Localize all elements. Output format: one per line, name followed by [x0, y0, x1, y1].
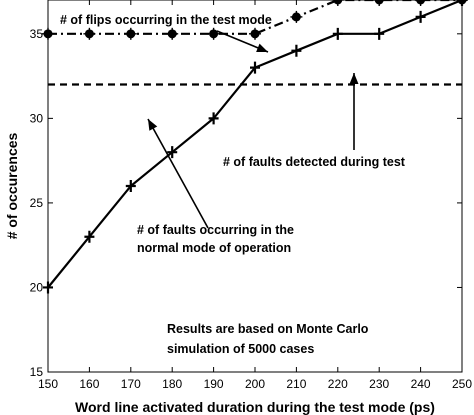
annotation-note-line2: simulation of 5000 cases — [167, 342, 314, 356]
data-point-plus — [250, 61, 260, 74]
annotation-arrows — [147, 30, 359, 229]
data-point-plus — [43, 281, 53, 294]
data-point-plus — [374, 27, 385, 40]
plot-frame — [47, 0, 463, 373]
x-tick-label: 150 — [38, 377, 58, 391]
x-tick-label: 190 — [204, 377, 224, 391]
x-tick-label: 170 — [121, 377, 141, 391]
x-tick-label: 210 — [286, 377, 306, 391]
annotation-faults-normal-line2: normal mode of operation — [137, 241, 291, 255]
x-tick-label: 230 — [369, 377, 389, 391]
x-tick-label: 160 — [79, 377, 99, 391]
x-axis-title: Word line activated duration during the … — [75, 399, 435, 415]
y-axis-ticks: 15 20 25 30 35 — [30, 27, 462, 379]
y-axis-title: # of occurences — [4, 132, 20, 239]
data-point-plus — [208, 112, 219, 125]
annotation-note-line1: Results are based on Monte Carlo — [167, 322, 369, 336]
data-point-plus — [84, 230, 95, 243]
y-tick-label: 30 — [30, 111, 44, 125]
y-tick-label: 35 — [30, 27, 44, 41]
series-markers — [42, 0, 468, 294]
x-tick-label: 200 — [245, 377, 265, 391]
y-tick-label: 20 — [30, 280, 44, 294]
x-tick-label: 180 — [162, 377, 182, 391]
data-point-plus — [291, 44, 302, 57]
data-point-plus — [332, 27, 343, 40]
arrow-faults-normal-head — [148, 119, 158, 131]
arrow-faults-detected-head — [349, 73, 359, 84]
y-tick-label: 25 — [30, 196, 44, 210]
arrow-faults-normal — [147, 118, 209, 229]
annotation-faults-normal-line1: # of faults occurring in the — [137, 223, 294, 237]
data-point-plus — [457, 0, 467, 6]
data-point-plus — [125, 180, 136, 192]
annotation-faults-detected: # of faults detected during test — [223, 155, 406, 169]
x-axis-ticks: 150 160 170 180 190 200 210 220 230 240 250 — [38, 0, 472, 391]
y-tick-label: 15 — [30, 365, 44, 379]
x-tick-label: 220 — [328, 377, 348, 391]
arrow-flips-head — [256, 43, 268, 52]
data-point-plus — [167, 146, 178, 159]
x-tick-label: 240 — [411, 377, 431, 391]
annotation-flips: # of flips occurring in the test mode — [60, 13, 272, 27]
data-point-plus — [415, 10, 426, 23]
x-tick-label: 250 — [452, 377, 472, 391]
